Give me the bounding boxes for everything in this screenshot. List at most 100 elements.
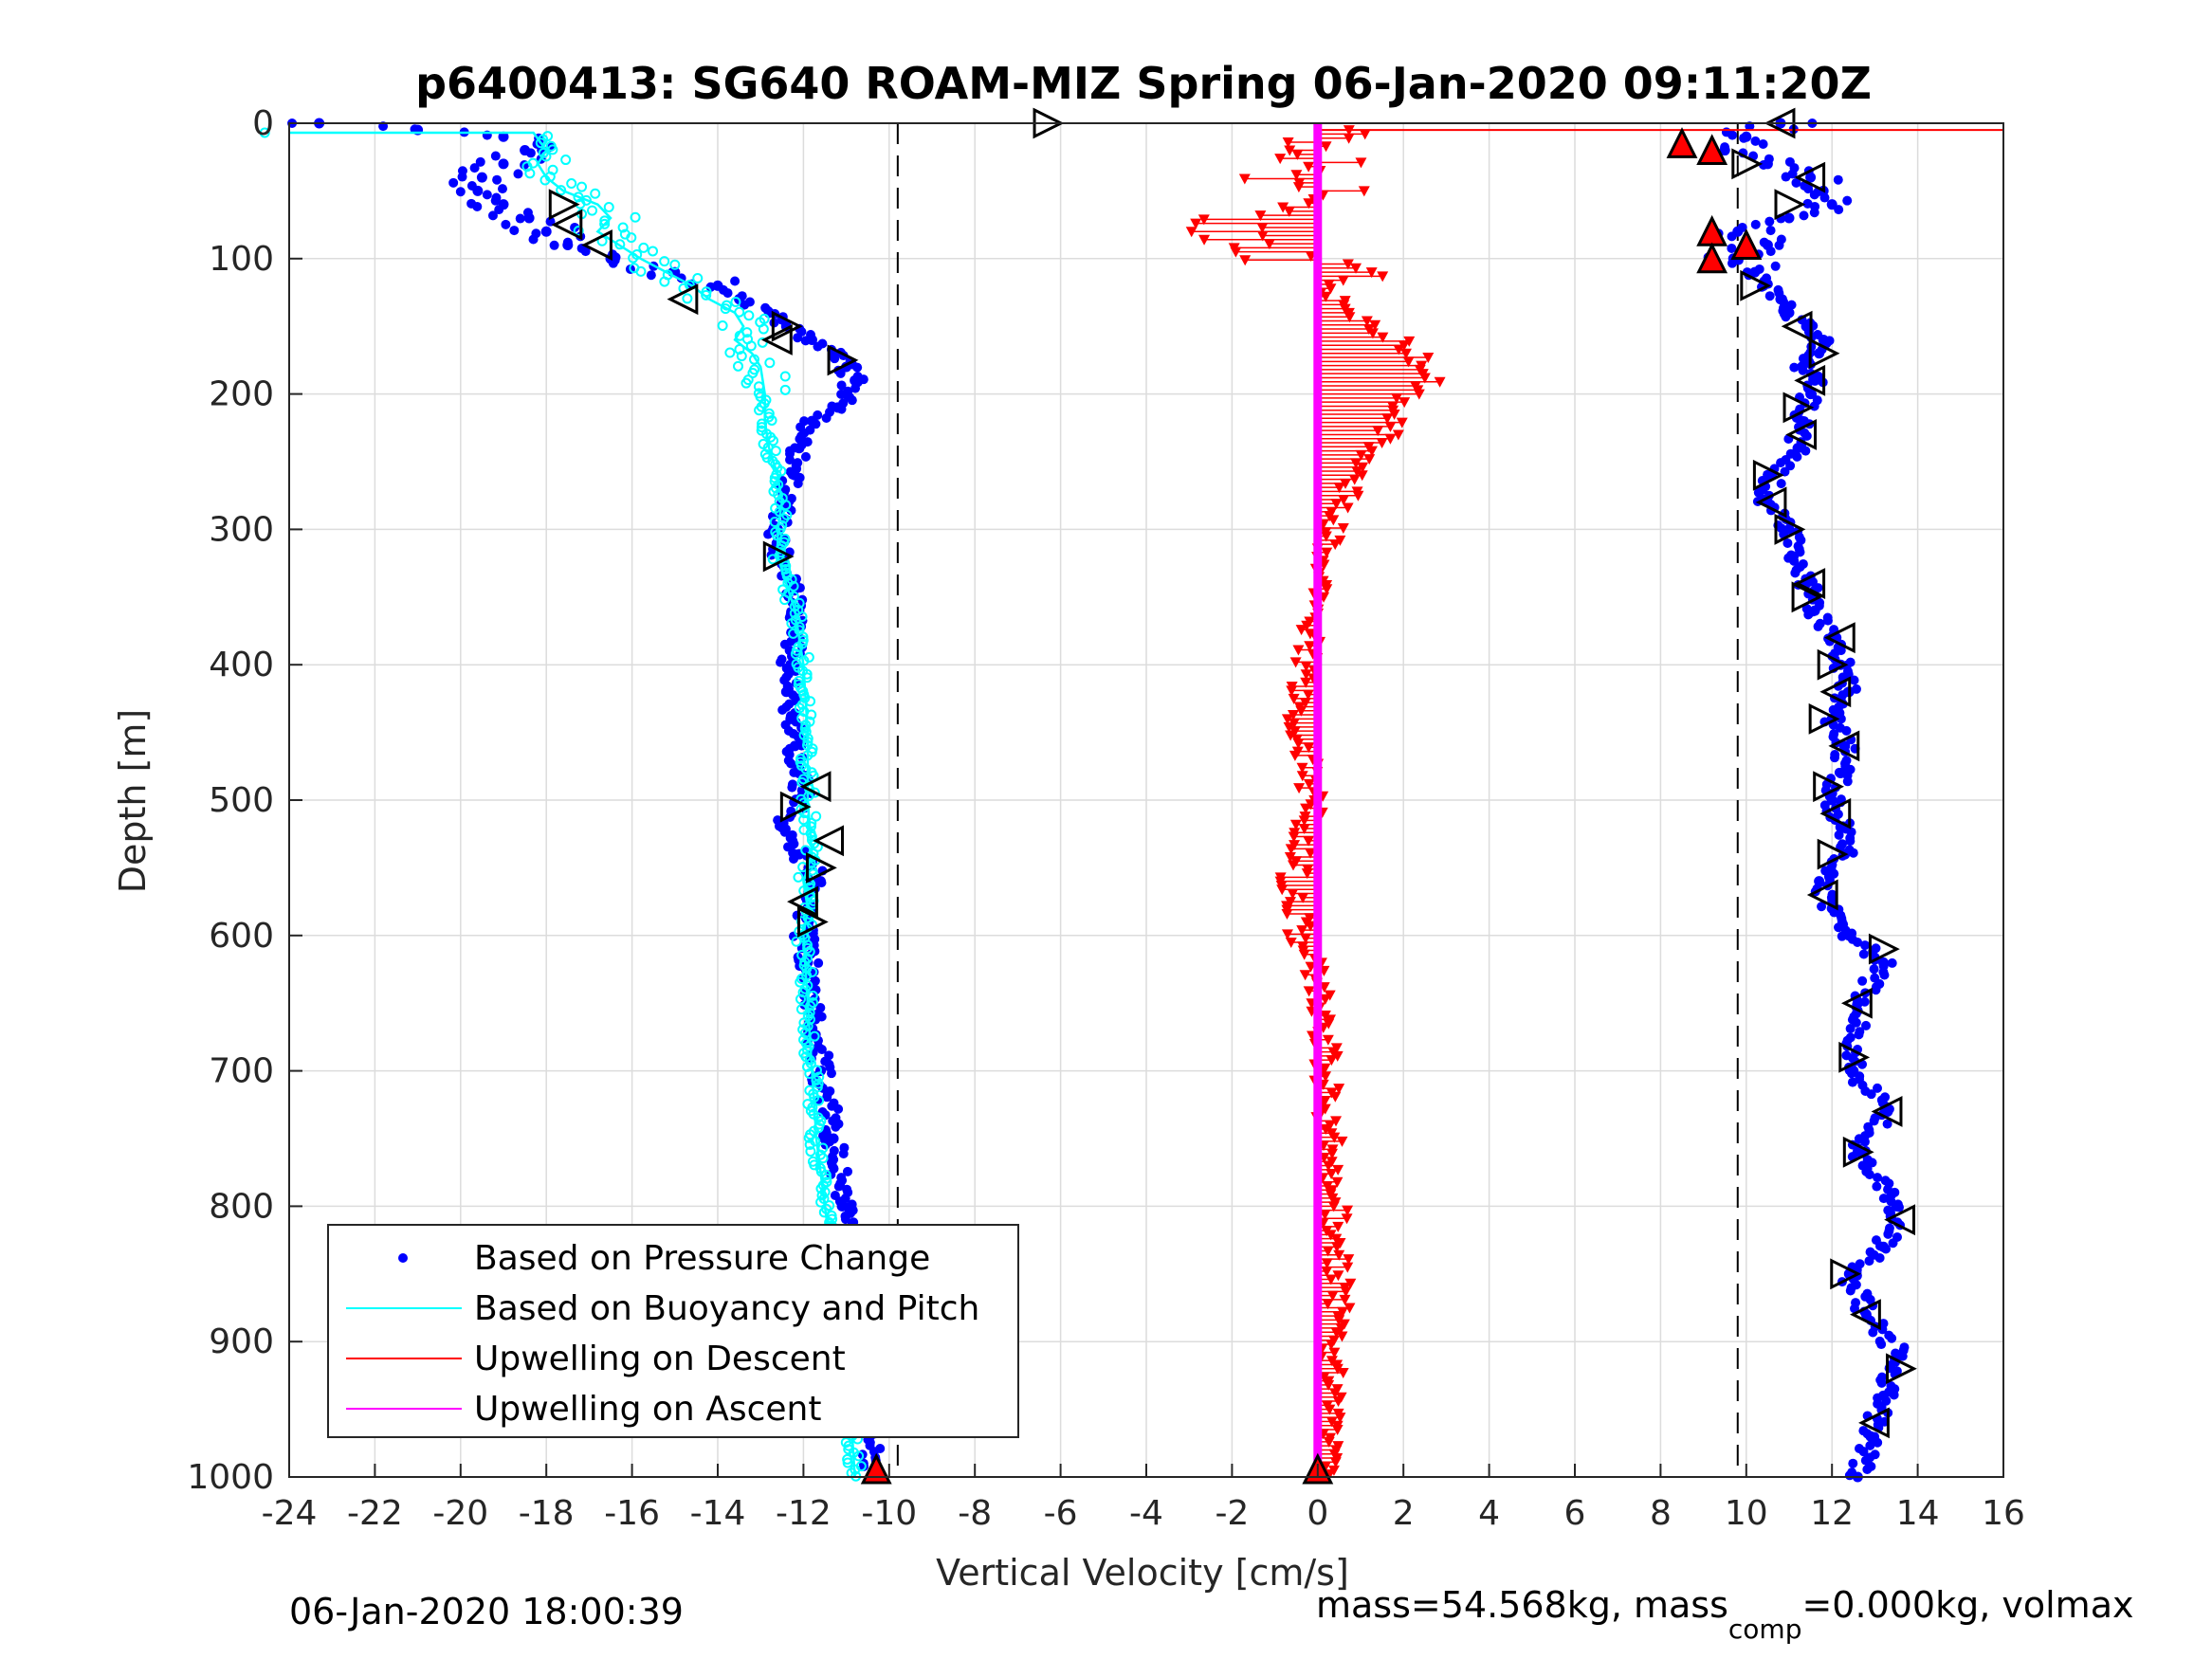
upwelling-descent-point: [1356, 470, 1368, 482]
pressure-point: [1848, 848, 1858, 858]
flight-marker: [1752, 459, 1784, 491]
x-tick-label: -18: [519, 1494, 575, 1533]
footer-mass-sub: comp: [1728, 1613, 1802, 1645]
upwelling-descent-point: [1333, 1084, 1345, 1095]
upwelling-descent-point: [1363, 454, 1376, 465]
upwelling-descent-point: [1282, 137, 1294, 148]
buoyancy-point: [638, 242, 649, 253]
pressure-point: [1776, 479, 1786, 489]
upwelling-descent-point: [1304, 629, 1316, 640]
flight-marker: [1785, 419, 1818, 450]
upwelling-descent-point: [1326, 1290, 1339, 1302]
upwelling-descent-point: [1238, 173, 1251, 185]
upwelling-descent-point: [1274, 154, 1287, 165]
pressure-point: [842, 1166, 852, 1176]
pressure-point: [1871, 985, 1881, 995]
upwelling-descent-point: [1304, 641, 1316, 652]
pressure-point: [1809, 605, 1820, 616]
buoyancy-point: [768, 435, 779, 447]
pressure-point: [528, 234, 539, 245]
upwelling-descent-point: [1341, 1213, 1353, 1225]
buoyancy-point: [626, 232, 637, 244]
buoyancy-point: [566, 178, 577, 190]
pressure-point: [1834, 830, 1844, 840]
upwelling-descent-point: [1302, 689, 1314, 701]
y-tick-label: 500: [209, 781, 274, 820]
upwelling-descent-point: [1361, 316, 1373, 327]
pressure-point: [1801, 430, 1812, 441]
pressure-point: [492, 174, 503, 185]
upwelling-descent-point: [1323, 1379, 1335, 1391]
pressure-point: [1802, 198, 1813, 209]
upwelling-descent-point: [1339, 1294, 1351, 1305]
upwelling-descent-point: [1343, 125, 1355, 137]
upwelling-descent-point: [1300, 661, 1312, 672]
pressure-point: [472, 201, 483, 211]
flight-marker: [1808, 337, 1840, 370]
pressure-point: [847, 395, 857, 406]
flight-marker: [1823, 622, 1856, 654]
pressure-point: [1791, 177, 1801, 188]
buoyancy-point: [795, 916, 807, 927]
y-tick-label: 200: [209, 375, 274, 414]
pressure-point: [1858, 949, 1869, 959]
pressure-point: [1801, 446, 1811, 456]
upwelling-descent-point: [1381, 413, 1394, 425]
upwelling-descent-point: [1399, 348, 1412, 359]
buoyancy-point: [692, 273, 704, 284]
pressure-point: [1758, 138, 1768, 149]
upwelling-descent-point: [1288, 831, 1300, 843]
upwelling-descent-point: [1190, 218, 1202, 229]
flight-marker: [1755, 486, 1787, 519]
upwelling-descent-point: [1337, 1368, 1349, 1379]
pressure-point: [1762, 240, 1773, 251]
pressure-point: [1848, 1066, 1859, 1077]
buoyancy-point: [560, 155, 572, 166]
pressure-point: [1826, 199, 1837, 210]
buoyancy-point: [779, 594, 791, 606]
pressure-point: [1845, 1024, 1856, 1034]
upwelling-descent-point: [1256, 222, 1269, 233]
upwelling-descent-point: [1230, 246, 1242, 258]
pressure-point: [1814, 348, 1825, 359]
upwelling-descent-point: [1322, 1246, 1334, 1257]
pressure-point: [1876, 1340, 1887, 1350]
buoyancy-point: [799, 1028, 811, 1039]
flight-marker: [1817, 648, 1849, 681]
upwelling-descent-point: [1239, 255, 1252, 266]
upwelling-descent-point: [1263, 239, 1275, 250]
upwelling-descent-point: [1328, 1347, 1341, 1358]
upwelling-descent-point: [1344, 1278, 1357, 1289]
pressure-point: [1850, 1304, 1860, 1314]
buoyancy-point: [790, 648, 801, 660]
pressure-point: [822, 1092, 832, 1103]
pressure-point: [1732, 226, 1744, 237]
pressure-point: [1775, 294, 1786, 305]
pressure-point: [835, 368, 846, 378]
buoyancy-point: [766, 414, 777, 426]
upwelling-descent-point: [1321, 584, 1333, 595]
y-tick-label: 1000: [187, 1458, 274, 1497]
upwelling-descent-point: [1197, 214, 1210, 226]
upwelling-descent-point: [1298, 949, 1310, 960]
pressure-point: [498, 158, 509, 170]
pressure-point: [816, 1045, 827, 1055]
buoyancy-point: [717, 319, 728, 331]
pressure-point: [777, 822, 788, 833]
x-tick-label: 2: [1393, 1494, 1415, 1533]
upwelling-descent-point: [1299, 970, 1311, 981]
upwelling-descent-point: [1325, 1340, 1338, 1351]
upwelling-descent-point: [1422, 353, 1435, 364]
pressure-point: [1864, 1169, 1874, 1179]
pressure-point: [806, 334, 817, 345]
upwelling-descent-point: [1301, 620, 1313, 631]
pressure-point: [836, 380, 847, 391]
flight-marker: [805, 851, 837, 884]
buoyancy-point: [797, 987, 809, 998]
buoyancy-point: [734, 306, 745, 318]
pressure-point: [722, 288, 733, 299]
upwelling-descent-point: [1283, 206, 1295, 217]
pressure-point: [1877, 957, 1889, 968]
pressure-point: [1869, 1116, 1879, 1126]
pressure-point: [1848, 1458, 1858, 1468]
